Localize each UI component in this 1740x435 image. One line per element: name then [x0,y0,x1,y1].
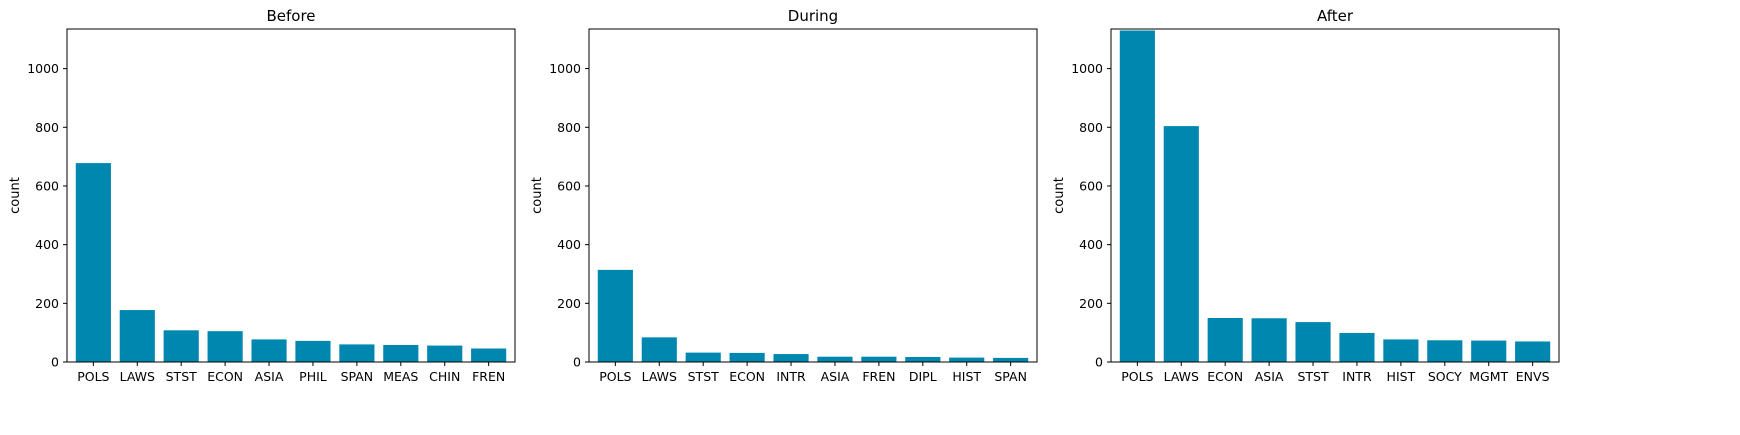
plot-frame [1110,28,1560,363]
y-tick-label: 0 [51,355,59,370]
bar-econ [729,352,765,362]
chart-title: Before [266,7,315,25]
y-tick-label: 400 [557,237,581,252]
bar-hist [949,357,985,362]
bar-econ [207,331,243,362]
bar-stst [685,352,721,362]
chart-panel-during: POLS LAWS STST ECON INTR ASIA FREN DIPL HIST SPAN… [530,7,1038,384]
y-tick-label: 600 [35,178,59,193]
x-tick-label: LAWS [1164,369,1199,384]
y-tick-label: 600 [1079,178,1103,193]
x-tick-label: FREN [862,369,895,384]
bar-pols [597,269,633,362]
x-tick-label: PHIL [299,369,327,384]
chart-title: After [1317,7,1354,25]
bar-stst [163,330,199,362]
bar-pols [75,163,111,362]
x-tick-label: ECON [729,369,765,384]
bar-chin [427,345,463,362]
y-tick-label: 800 [557,120,581,135]
x-tick-label: SPAN [341,369,374,384]
bar-span [339,344,375,362]
x-tick-label: ASIA [1255,369,1284,384]
x-tick-label: INTR [776,369,806,384]
bar-laws [641,337,677,362]
x-tick-label: ASIA [255,369,284,384]
y-tick-label: 400 [35,237,59,252]
bar-asia [1251,318,1287,362]
y-tick-label: 200 [1079,296,1103,311]
plot-frame [66,28,516,363]
bar-fren [861,356,897,362]
y-tick-label: 200 [557,296,581,311]
bar-asia [251,339,287,362]
bar-intr [1339,332,1375,362]
y-tick-label: 200 [35,296,59,311]
x-tick-label: STST [688,369,720,384]
x-tick-label: HIST [1387,369,1416,384]
bar-hist [1383,339,1419,362]
plot-frame [588,28,1038,363]
x-tick-label: SOCY [1428,369,1462,384]
x-tick-label: POLS [77,369,109,384]
y-tick-label: 800 [1079,120,1103,135]
y-tick-label: 1000 [27,61,59,76]
y-tick-label: 800 [35,120,59,135]
x-tick-label: INTR [1342,369,1372,384]
chart-panel-before: POLS LAWS STST ECON ASIA PHIL SPAN MEAS CHIN FREN… [8,7,516,384]
y-tick-label: 600 [557,178,581,193]
x-tick-label: STST [1297,369,1329,384]
x-tick-label: LAWS [120,369,155,384]
x-tick-label: SPAN [994,369,1027,384]
x-tick-label: ASIA [821,369,850,384]
x-tick-label: HIST [952,369,981,384]
bar-intr [773,354,809,362]
y-tick-label: 0 [573,355,581,370]
bar-dipl [905,357,941,362]
y-tick-label: 1000 [549,61,581,76]
x-tick-label: ECON [207,369,243,384]
x-tick-label: LAWS [642,369,677,384]
x-tick-label: MEAS [383,369,418,384]
x-tick-label: DIPL [909,369,937,384]
bar-socy [1427,340,1463,362]
x-tick-label: MGMT [1469,369,1508,384]
bar-envs [1515,341,1551,362]
y-axis-label: count [8,177,23,214]
chart-title: During [788,7,838,25]
bar-fren [471,348,507,362]
bar-span [993,357,1029,362]
bar-meas [383,344,419,362]
x-tick-label: ECON [1207,369,1243,384]
y-tick-label: 0 [1095,355,1103,370]
y-tick-label: 400 [1079,237,1103,252]
y-tick-label: 1000 [1071,61,1103,76]
bar-pols [1119,30,1155,362]
x-tick-label: POLS [599,369,631,384]
bar-laws [1163,126,1199,362]
x-tick-label: STST [166,369,198,384]
y-axis-label: count [530,177,545,214]
bar-laws [119,310,155,362]
y-axis-label: count [1052,177,1067,214]
bar-stst [1295,322,1331,362]
x-tick-label: CHIN [429,369,460,384]
bar-mgmt [1471,340,1507,362]
bar-asia [817,356,853,362]
bar-phil [295,340,331,362]
bar-econ [1207,317,1243,362]
x-tick-label: POLS [1121,369,1153,384]
chart-panel-after: POLS LAWS ECON ASIA STST INTR HIST SOCY MGMT ENVS… [1052,7,1560,384]
x-tick-label: FREN [472,369,505,384]
x-tick-label: ENVS [1516,369,1550,384]
